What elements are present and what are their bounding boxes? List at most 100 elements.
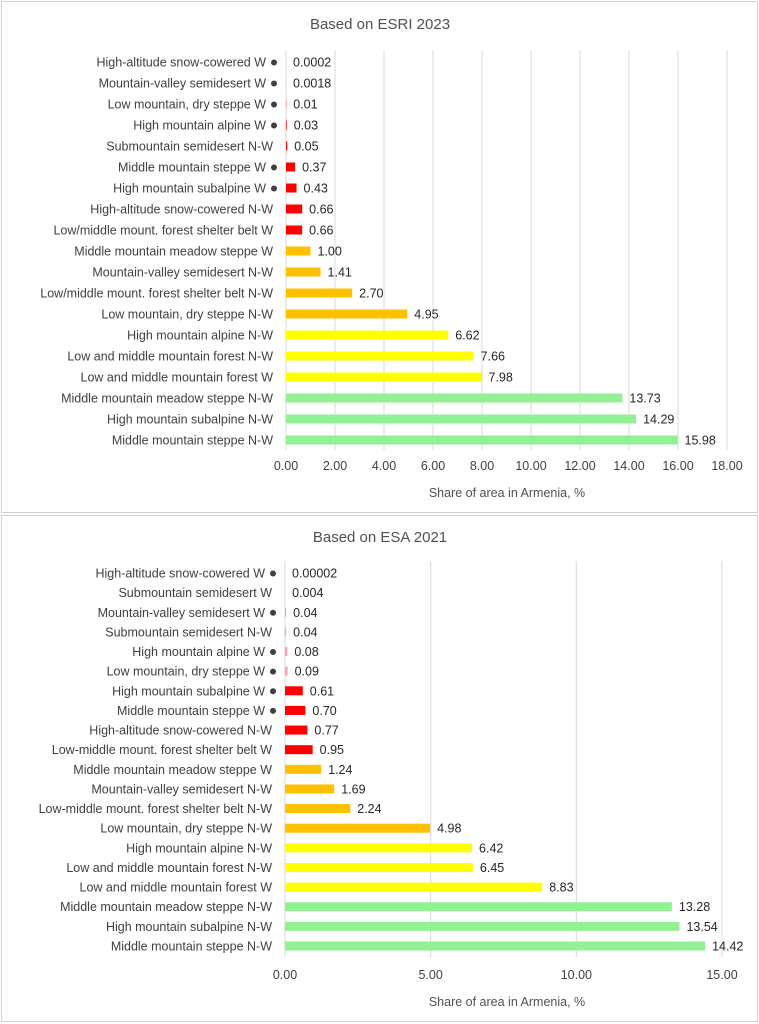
- value-label: 1.24: [328, 763, 352, 777]
- bar: [286, 414, 637, 424]
- bar-chart-esri-2023: Based on ESRI 2023 Share of area in Arme…: [40, 16, 742, 500]
- category-label: Middle mountain meadow steppe N-W: [61, 392, 273, 406]
- value-label: 0.004: [292, 586, 323, 600]
- value-label: 2.24: [357, 802, 381, 816]
- bar: [286, 204, 303, 214]
- x-tick-label: 16.00: [662, 459, 693, 473]
- value-label: 1.41: [328, 266, 352, 280]
- value-label: 0.66: [309, 203, 333, 217]
- bar: [285, 921, 680, 931]
- category-label: High-altitude snow-cowered W: [96, 56, 266, 70]
- chart-panel-esa-2021: Based on ESA 2021 Share of area in Armen…: [1, 515, 758, 1022]
- value-label: 6.62: [455, 329, 479, 343]
- bar: [285, 843, 473, 853]
- value-label: 0.95: [320, 743, 344, 757]
- value-label: 0.05: [294, 140, 318, 154]
- value-label: 0.01: [293, 98, 317, 112]
- value-label: 0.0018: [293, 77, 331, 91]
- chart-title: Based on ESRI 2023: [310, 16, 450, 33]
- bar-chart-esa-2021: Based on ESA 2021 Share of area in Armen…: [39, 529, 744, 1009]
- bar: [285, 745, 313, 755]
- value-label: 4.98: [437, 822, 461, 836]
- value-label: 1.00: [318, 245, 342, 259]
- bar: [286, 288, 353, 298]
- bar: [285, 607, 287, 617]
- category-label: High mountain alpine W: [132, 645, 265, 659]
- bar: [285, 882, 543, 892]
- bullet-marker: [270, 649, 276, 656]
- bar: [286, 393, 623, 403]
- category-label: Mountain-valley semidesert N-W: [92, 266, 273, 280]
- value-label: 14.42: [712, 940, 743, 954]
- value-label: 8.83: [549, 881, 573, 895]
- bar: [286, 225, 303, 235]
- x-tick-label: 5.00: [418, 968, 442, 982]
- category-label: Submountain semidesert N-W: [105, 625, 272, 639]
- category-label: High mountain alpine W: [133, 119, 266, 133]
- chart-panel-esri-2023: Based on ESRI 2023 Share of area in Arme…: [1, 1, 758, 513]
- bar: [286, 120, 287, 130]
- bullet-marker: [270, 688, 276, 695]
- category-label: Low and middle mountain forest W: [80, 881, 273, 895]
- value-label: 0.0002: [293, 56, 331, 70]
- bar: [285, 705, 306, 715]
- value-label: 14.29: [643, 413, 674, 427]
- value-label: 0.43: [304, 182, 328, 196]
- value-label: 4.95: [414, 308, 438, 322]
- category-label: Middle mountain steppe W: [117, 704, 265, 718]
- category-label: Middle mountain steppe N-W: [111, 940, 272, 954]
- value-label: 13.28: [679, 900, 710, 914]
- bullet-marker: [270, 570, 276, 577]
- bar: [286, 183, 297, 193]
- category-label: Submountain semidesert W: [118, 586, 272, 600]
- bullet-marker: [271, 59, 277, 66]
- value-label: 0.00002: [292, 567, 337, 581]
- category-label: Low/middle mount. forest shelter belt N-…: [40, 287, 273, 301]
- bar: [285, 666, 288, 676]
- x-tick-label: 10.00: [515, 459, 546, 473]
- category-label: Low mountain, dry steppe W: [107, 665, 266, 679]
- x-tick-label: 10.00: [561, 968, 592, 982]
- category-label: Mountain-valley semidesert W: [98, 606, 266, 620]
- bar: [286, 246, 311, 256]
- value-label: 0.09: [295, 665, 319, 679]
- bar: [285, 686, 303, 696]
- bullet-marker: [270, 668, 276, 675]
- value-label: 0.03: [294, 119, 318, 133]
- bullet-marker: [270, 609, 276, 616]
- bar: [286, 435, 678, 445]
- bullet-marker: [271, 80, 277, 87]
- bar: [285, 862, 473, 872]
- value-label: 7.66: [481, 350, 505, 364]
- value-label: 2.70: [359, 287, 383, 301]
- bar: [286, 141, 288, 151]
- bar: [286, 330, 449, 340]
- category-label: Low mountain, dry steppe W: [108, 98, 267, 112]
- value-label: 0.04: [293, 606, 317, 620]
- category-label: Middle mountain steppe W: [118, 161, 266, 175]
- value-label: 0.61: [310, 684, 334, 698]
- bar: [285, 804, 351, 814]
- bar: [286, 372, 482, 382]
- category-label: Low-middle mount. forest shelter belt N-…: [39, 802, 273, 816]
- value-label: 0.77: [314, 724, 338, 738]
- category-label: Submountain semidesert N-W: [106, 140, 273, 154]
- category-label: Low and middle mountain forest W: [81, 371, 274, 385]
- x-tick-label: 18.00: [711, 459, 742, 473]
- bar: [286, 267, 321, 277]
- x-tick-label: 8.00: [470, 459, 494, 473]
- x-tick-label: 14.00: [613, 459, 644, 473]
- bar: [285, 725, 308, 735]
- category-label: Low mountain, dry steppe N-W: [101, 308, 273, 322]
- x-tick-label: 0.00: [274, 459, 298, 473]
- bar: [285, 627, 287, 637]
- value-label: 6.45: [480, 861, 504, 875]
- value-label: 0.37: [302, 161, 326, 175]
- category-label: Low mountain, dry steppe N-W: [100, 822, 272, 836]
- bar: [285, 941, 706, 951]
- bar: [286, 162, 296, 172]
- value-label: 7.98: [489, 371, 513, 385]
- category-label: Mountain-valley semidesert N-W: [91, 782, 272, 796]
- value-label: 1.69: [341, 782, 365, 796]
- value-label: 15.98: [685, 434, 716, 448]
